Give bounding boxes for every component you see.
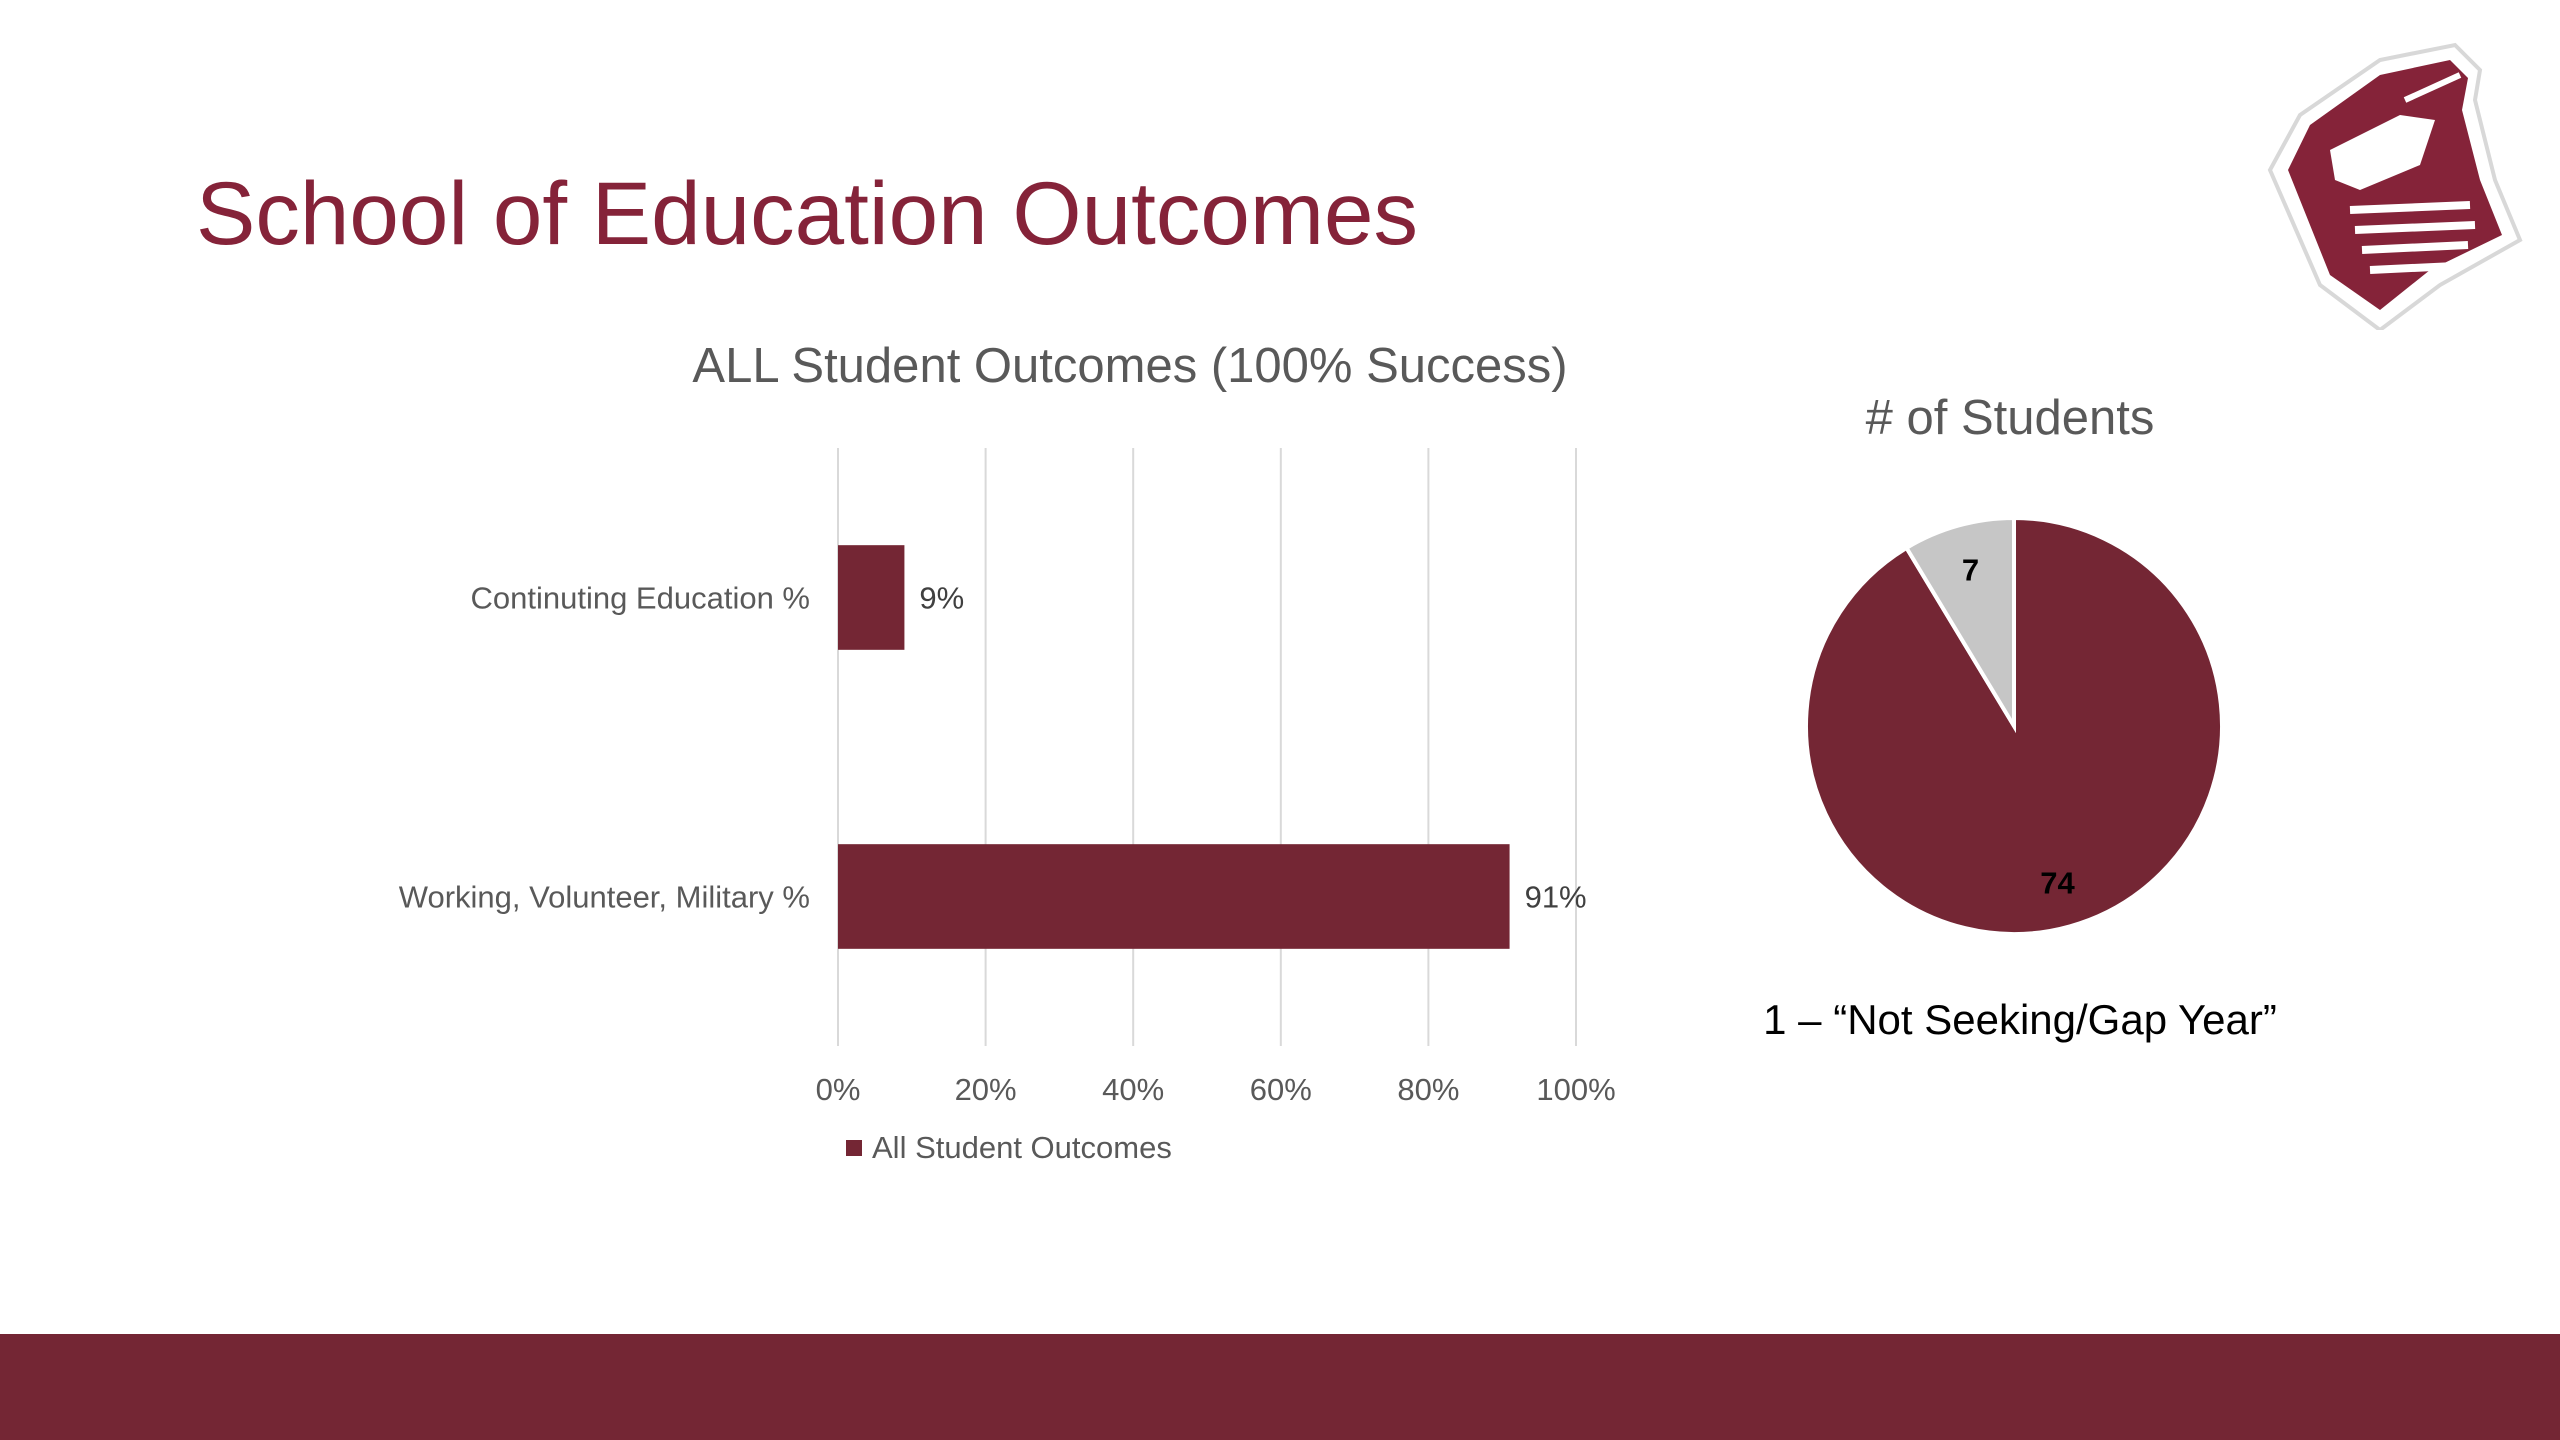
gap-year-note: 1 – “Not Seeking/Gap Year” (1763, 996, 2277, 1043)
legend-label: All Student Outcomes (872, 1130, 1172, 1165)
pie-slice (1903, 515, 2016, 734)
bar (838, 545, 905, 650)
data-label: 9% (919, 581, 964, 616)
bar-chart-legend: All Student Outcomes (846, 1128, 1172, 1168)
bar (838, 844, 1510, 949)
category-label: Continuting Education % (470, 581, 810, 616)
pie-data-label: 74 (2040, 865, 2075, 900)
footer-band (0, 1334, 2560, 1440)
x-tick-label: 80% (1397, 1072, 1459, 1107)
legend-swatch (846, 1140, 862, 1156)
x-tick-label: 60% (1250, 1072, 1312, 1107)
x-tick-label: 0% (816, 1072, 861, 1107)
x-tick-label: 20% (955, 1072, 1017, 1107)
pie-data-label: 7 (1962, 553, 1979, 588)
data-label: 91% (1525, 880, 1587, 915)
category-label: Working, Volunteer, Military % (399, 880, 810, 915)
pie-chart-title: # of Students (1865, 391, 2155, 445)
x-tick-label: 40% (1102, 1072, 1164, 1107)
knight-helmet-logo (2267, 42, 2523, 330)
slide-title: School of Education Outcomes (196, 163, 1418, 263)
x-tick-label: 100% (1536, 1072, 1615, 1107)
bar-chart-title: ALL Student Outcomes (100% Success) (692, 339, 1568, 393)
